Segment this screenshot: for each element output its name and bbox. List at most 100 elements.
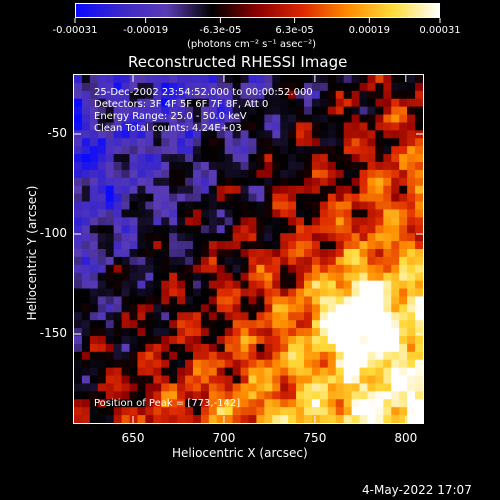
heatmap-cell — [415, 201, 423, 211]
heatmap-cell — [240, 169, 250, 179]
heatmap-cell — [129, 415, 139, 423]
heatmap-cell — [407, 296, 416, 305]
heatmap-cell — [74, 304, 83, 313]
heatmap-cell — [375, 154, 384, 163]
heatmap-cell — [208, 90, 218, 100]
heatmap-cell — [105, 272, 115, 282]
heatmap-cell — [304, 201, 313, 211]
heatmap-cell — [169, 336, 178, 345]
heatmap-cell — [200, 399, 210, 408]
heatmap-cell — [375, 264, 384, 274]
heatmap-cell — [351, 225, 361, 234]
heatmap-cell — [224, 162, 234, 171]
heatmap-cell — [169, 122, 178, 131]
heatmap-cell — [121, 320, 131, 329]
heatmap-cell — [97, 399, 107, 408]
heatmap-cell — [272, 312, 281, 321]
heatmap-cell — [216, 256, 226, 266]
heatmap-cell — [399, 320, 408, 329]
heatmap-cell — [240, 138, 250, 147]
heatmap-cell — [288, 90, 297, 100]
heatmap-cell — [264, 177, 273, 187]
heatmap-cell — [145, 138, 154, 147]
heatmap-cell — [81, 343, 91, 353]
heatmap-cell — [280, 399, 289, 408]
heatmap-cell — [359, 217, 369, 226]
heatmap-cell — [288, 82, 297, 92]
heatmap-cell — [311, 241, 321, 250]
heatmap-cell — [216, 249, 226, 258]
heatmap-cell — [343, 233, 353, 242]
heatmap-cell — [192, 399, 202, 408]
heatmap-cell — [113, 343, 123, 353]
heatmap-cell — [359, 296, 369, 305]
heatmap-cell — [105, 114, 115, 124]
heatmap-cell — [74, 146, 83, 155]
heatmap-cell — [415, 280, 423, 290]
heatmap-cell — [224, 82, 234, 92]
heatmap-cell — [248, 193, 258, 203]
heatmap-cell — [256, 162, 265, 171]
heatmap-cell — [224, 336, 234, 345]
heatmap-cell — [288, 130, 297, 139]
heatmap-cell — [177, 375, 186, 385]
heatmap-cell — [81, 82, 91, 92]
heatmap-cell — [224, 256, 234, 266]
heatmap-cell — [232, 90, 242, 100]
heatmap-cell — [81, 193, 91, 203]
heatmap-cell — [343, 154, 353, 163]
colorbar-tick-label: -0.00019 — [123, 25, 169, 36]
heatmap-cell — [280, 177, 289, 187]
heatmap-cell — [89, 351, 99, 361]
heatmap-cell — [304, 391, 313, 400]
heatmap-cell — [248, 82, 258, 92]
heatmap-cell — [288, 256, 297, 266]
heatmap-cell — [367, 241, 377, 250]
heatmap-cell — [81, 185, 91, 195]
heatmap-cell — [121, 98, 131, 108]
heatmap-cell — [367, 138, 377, 147]
heatmap-cell — [224, 106, 234, 116]
heatmap-cell — [192, 367, 202, 377]
heatmap-cell — [169, 343, 178, 353]
heatmap-cell — [153, 328, 162, 337]
heatmap-cell — [351, 82, 361, 92]
heatmap-cell — [335, 296, 345, 305]
heatmap-cell — [391, 399, 400, 408]
heatmap-cell — [327, 351, 337, 361]
heatmap-cell — [81, 391, 91, 400]
heatmap-cell — [407, 138, 416, 147]
heatmap-cell — [367, 336, 377, 345]
heatmap-cell — [240, 272, 250, 282]
heatmap-cell — [185, 217, 194, 226]
heatmap-cell — [192, 217, 202, 226]
heatmap-cell — [311, 351, 321, 361]
heatmap-cell — [272, 336, 281, 345]
heatmap-cell — [399, 391, 408, 400]
heatmap-cell — [311, 138, 321, 147]
heatmap-cell — [113, 415, 123, 423]
heatmap-cell — [296, 217, 305, 226]
heatmap-cell — [185, 320, 194, 329]
heatmap-cell — [359, 343, 369, 353]
heatmap-cell — [311, 146, 321, 155]
heatmap-cell — [296, 169, 305, 179]
heatmap-cell — [415, 320, 423, 329]
heatmap-cell — [375, 209, 384, 218]
heatmap-cell — [240, 399, 250, 408]
heatmap-cell — [224, 407, 234, 416]
heatmap-cell — [145, 336, 154, 345]
heatmap-cell — [304, 328, 313, 337]
heatmap-cell — [335, 343, 345, 353]
heatmap-cell — [375, 304, 384, 313]
heatmap-cell — [169, 209, 178, 218]
heatmap-cell — [399, 328, 408, 337]
heatmap-cell — [192, 391, 202, 400]
heatmap-cell — [375, 367, 384, 377]
heatmap-cell — [81, 225, 91, 234]
heatmap-cell — [256, 193, 265, 203]
heatmap-cell — [383, 138, 392, 147]
heatmap-cell — [145, 106, 154, 116]
heatmap-cell — [113, 391, 123, 400]
heatmap-cell — [415, 146, 423, 155]
